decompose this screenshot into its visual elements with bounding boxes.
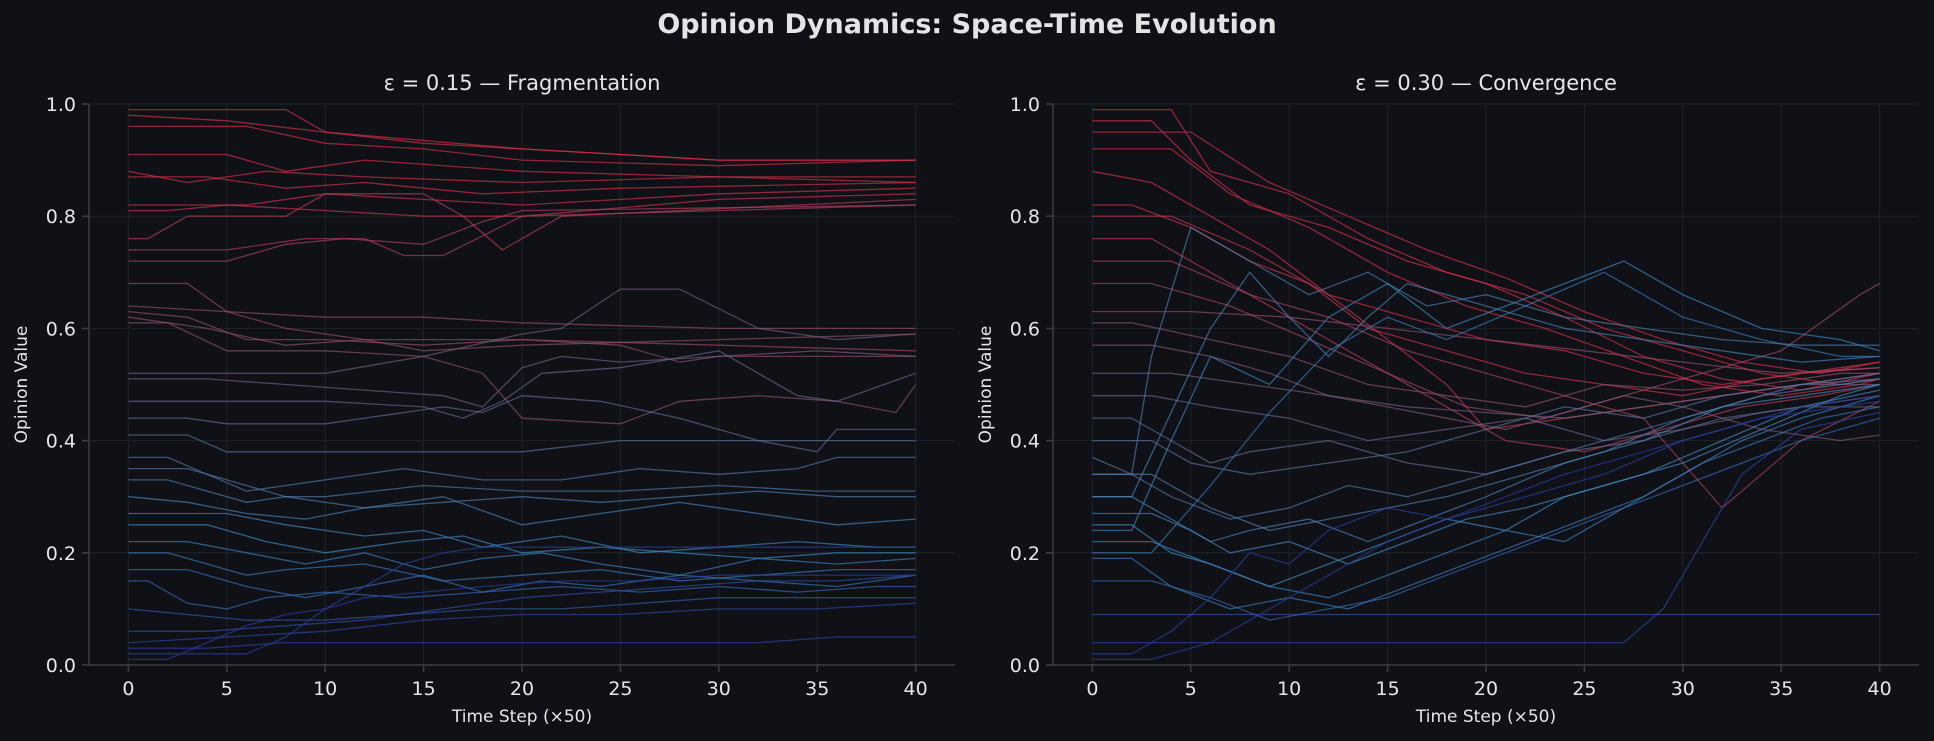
trajectory-line xyxy=(128,496,916,526)
trajectory-line xyxy=(128,467,916,498)
x-tick-label: 40 xyxy=(904,678,928,700)
trajectory-line xyxy=(128,187,916,206)
trajectory-line xyxy=(1092,120,1880,391)
trajectory-line xyxy=(1092,406,1880,610)
y-tick-label: 0.2 xyxy=(46,543,76,565)
panel-title: ε = 0.15 — Fragmentation xyxy=(384,71,661,95)
x-axis-label: Time Step (×50) xyxy=(451,707,592,727)
x-tick-label: 20 xyxy=(1474,678,1498,700)
trajectory-line xyxy=(1092,344,1880,442)
trajectory-line xyxy=(1092,226,1880,475)
trajectory-line xyxy=(128,170,916,184)
trajectory-line xyxy=(1092,322,1880,408)
x-tick-label: 0 xyxy=(122,678,134,700)
trajectory-line xyxy=(1092,148,1880,397)
trajectory-line xyxy=(128,580,916,610)
x-tick-label: 20 xyxy=(510,678,534,700)
trajectory-line xyxy=(1092,271,1880,554)
trajectory-line xyxy=(128,125,916,167)
trajectory-line xyxy=(128,479,916,509)
x-tick-label: 25 xyxy=(608,678,632,700)
trajectory-line xyxy=(128,204,916,257)
panel-title: ε = 0.30 — Convergence xyxy=(1355,71,1617,95)
y-tick-label: 0.0 xyxy=(46,655,76,677)
trajectory-line xyxy=(128,434,916,453)
panel-convergence: 0 5 10 15 20 25 30 35 40 0.0 0.2 0.4 0.6 0.8 1.0 ε = 0.… xyxy=(976,71,1919,727)
y-axis-label: Opinion Value xyxy=(976,326,996,444)
trajectory-line xyxy=(128,114,916,161)
x-axis-label: Time Step (×50) xyxy=(1415,707,1556,727)
trajectory-line xyxy=(128,176,916,195)
trajectory-line xyxy=(1092,378,1880,532)
trajectory-line xyxy=(128,540,916,576)
trajectory-line xyxy=(1092,395,1880,599)
y-tick-label: 0.8 xyxy=(1010,206,1040,228)
trajectory-line xyxy=(128,395,916,453)
trajectory-line xyxy=(128,574,916,661)
y-tick-label: 0.2 xyxy=(1010,543,1040,565)
y-tick-label: 0.8 xyxy=(46,206,76,228)
x-tick-label: 35 xyxy=(1769,678,1793,700)
y-axis-label: Opinion Value xyxy=(12,326,32,444)
trajectory-line xyxy=(128,193,916,251)
trajectory-line xyxy=(1092,417,1880,621)
y-tick-label: 0.0 xyxy=(1010,655,1040,677)
panel-fragmentation: 0 5 10 15 20 25 30 35 40 0.0 0.2 0.4 0.6 0.8 1.0 ε = 0.… xyxy=(12,71,955,727)
x-tick-label: 5 xyxy=(1185,678,1197,700)
trajectory-line xyxy=(1092,237,1880,453)
x-tick-label: 35 xyxy=(805,678,829,700)
x-tick-label: 10 xyxy=(1277,678,1301,700)
trajectory-line xyxy=(1092,310,1880,374)
trajectory-line xyxy=(1092,271,1880,498)
trajectory-line xyxy=(1092,411,1880,644)
y-tick-label: 1.0 xyxy=(46,94,76,116)
trajectory-line xyxy=(1092,383,1880,565)
trajectory-line xyxy=(128,636,916,649)
trajectory-line xyxy=(128,305,916,330)
trajectory-line xyxy=(128,602,916,644)
x-tick-label: 30 xyxy=(707,678,731,700)
trajectory-line xyxy=(128,597,916,621)
trajectory-line xyxy=(128,350,916,408)
x-tick-label: 10 xyxy=(313,678,337,700)
x-tick-label: 5 xyxy=(221,678,233,700)
trajectory-line xyxy=(128,546,916,655)
trajectory-line xyxy=(1092,260,1880,532)
trajectory-line xyxy=(1092,395,1880,661)
y-tick-label: 0.6 xyxy=(46,318,76,340)
x-tick-label: 25 xyxy=(1572,678,1596,700)
y-tick-label: 0.4 xyxy=(46,431,76,453)
trajectory-line xyxy=(128,350,916,419)
trajectory-line xyxy=(128,204,916,262)
trajectory-line xyxy=(128,524,916,560)
x-tick-label: 0 xyxy=(1086,678,1098,700)
trajectory-line xyxy=(128,316,916,352)
x-tick-label: 15 xyxy=(1375,678,1399,700)
trajectory-line xyxy=(128,574,916,632)
trajectory-line xyxy=(1092,378,1880,475)
trajectory-line xyxy=(128,193,916,217)
trajectory-line xyxy=(1092,131,1880,374)
figure-title: Opinion Dynamics: Space-Time Evolution xyxy=(657,9,1277,40)
trajectory-line xyxy=(128,288,916,374)
y-tick-label: 0.4 xyxy=(1010,431,1040,453)
y-tick-label: 0.6 xyxy=(1010,318,1040,340)
x-tick-label: 30 xyxy=(1671,678,1695,700)
x-tick-label: 15 xyxy=(411,678,435,700)
trajectory-line xyxy=(128,282,916,352)
x-tick-label: 40 xyxy=(1868,678,1892,700)
y-tick-label: 1.0 xyxy=(1010,94,1040,116)
trajectory-line xyxy=(1092,282,1880,419)
trajectory-line xyxy=(1092,260,1880,509)
